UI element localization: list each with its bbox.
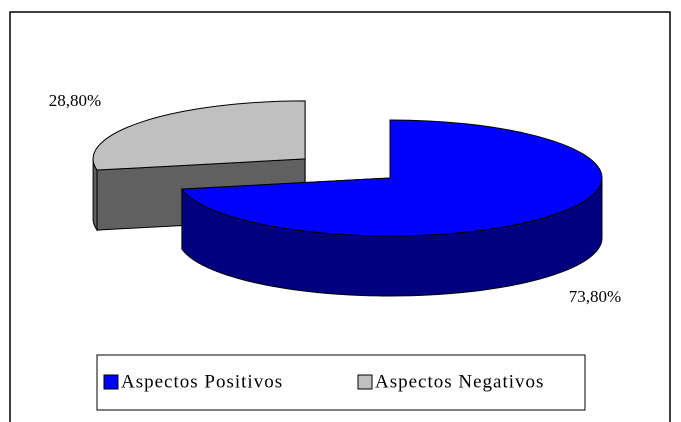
legend-box xyxy=(96,354,586,411)
chart-frame xyxy=(9,11,671,422)
data-label: 28,80% xyxy=(49,91,101,110)
slice-top xyxy=(180,119,603,237)
data-label: 73,80% xyxy=(569,287,621,306)
legend-label: Aspectos Negativos xyxy=(375,371,544,392)
legend-label: Aspectos Positivos xyxy=(121,371,283,392)
slice-top xyxy=(92,100,306,171)
legend-swatch xyxy=(357,374,373,390)
pie-slice xyxy=(180,119,603,297)
legend-swatch xyxy=(103,374,119,390)
